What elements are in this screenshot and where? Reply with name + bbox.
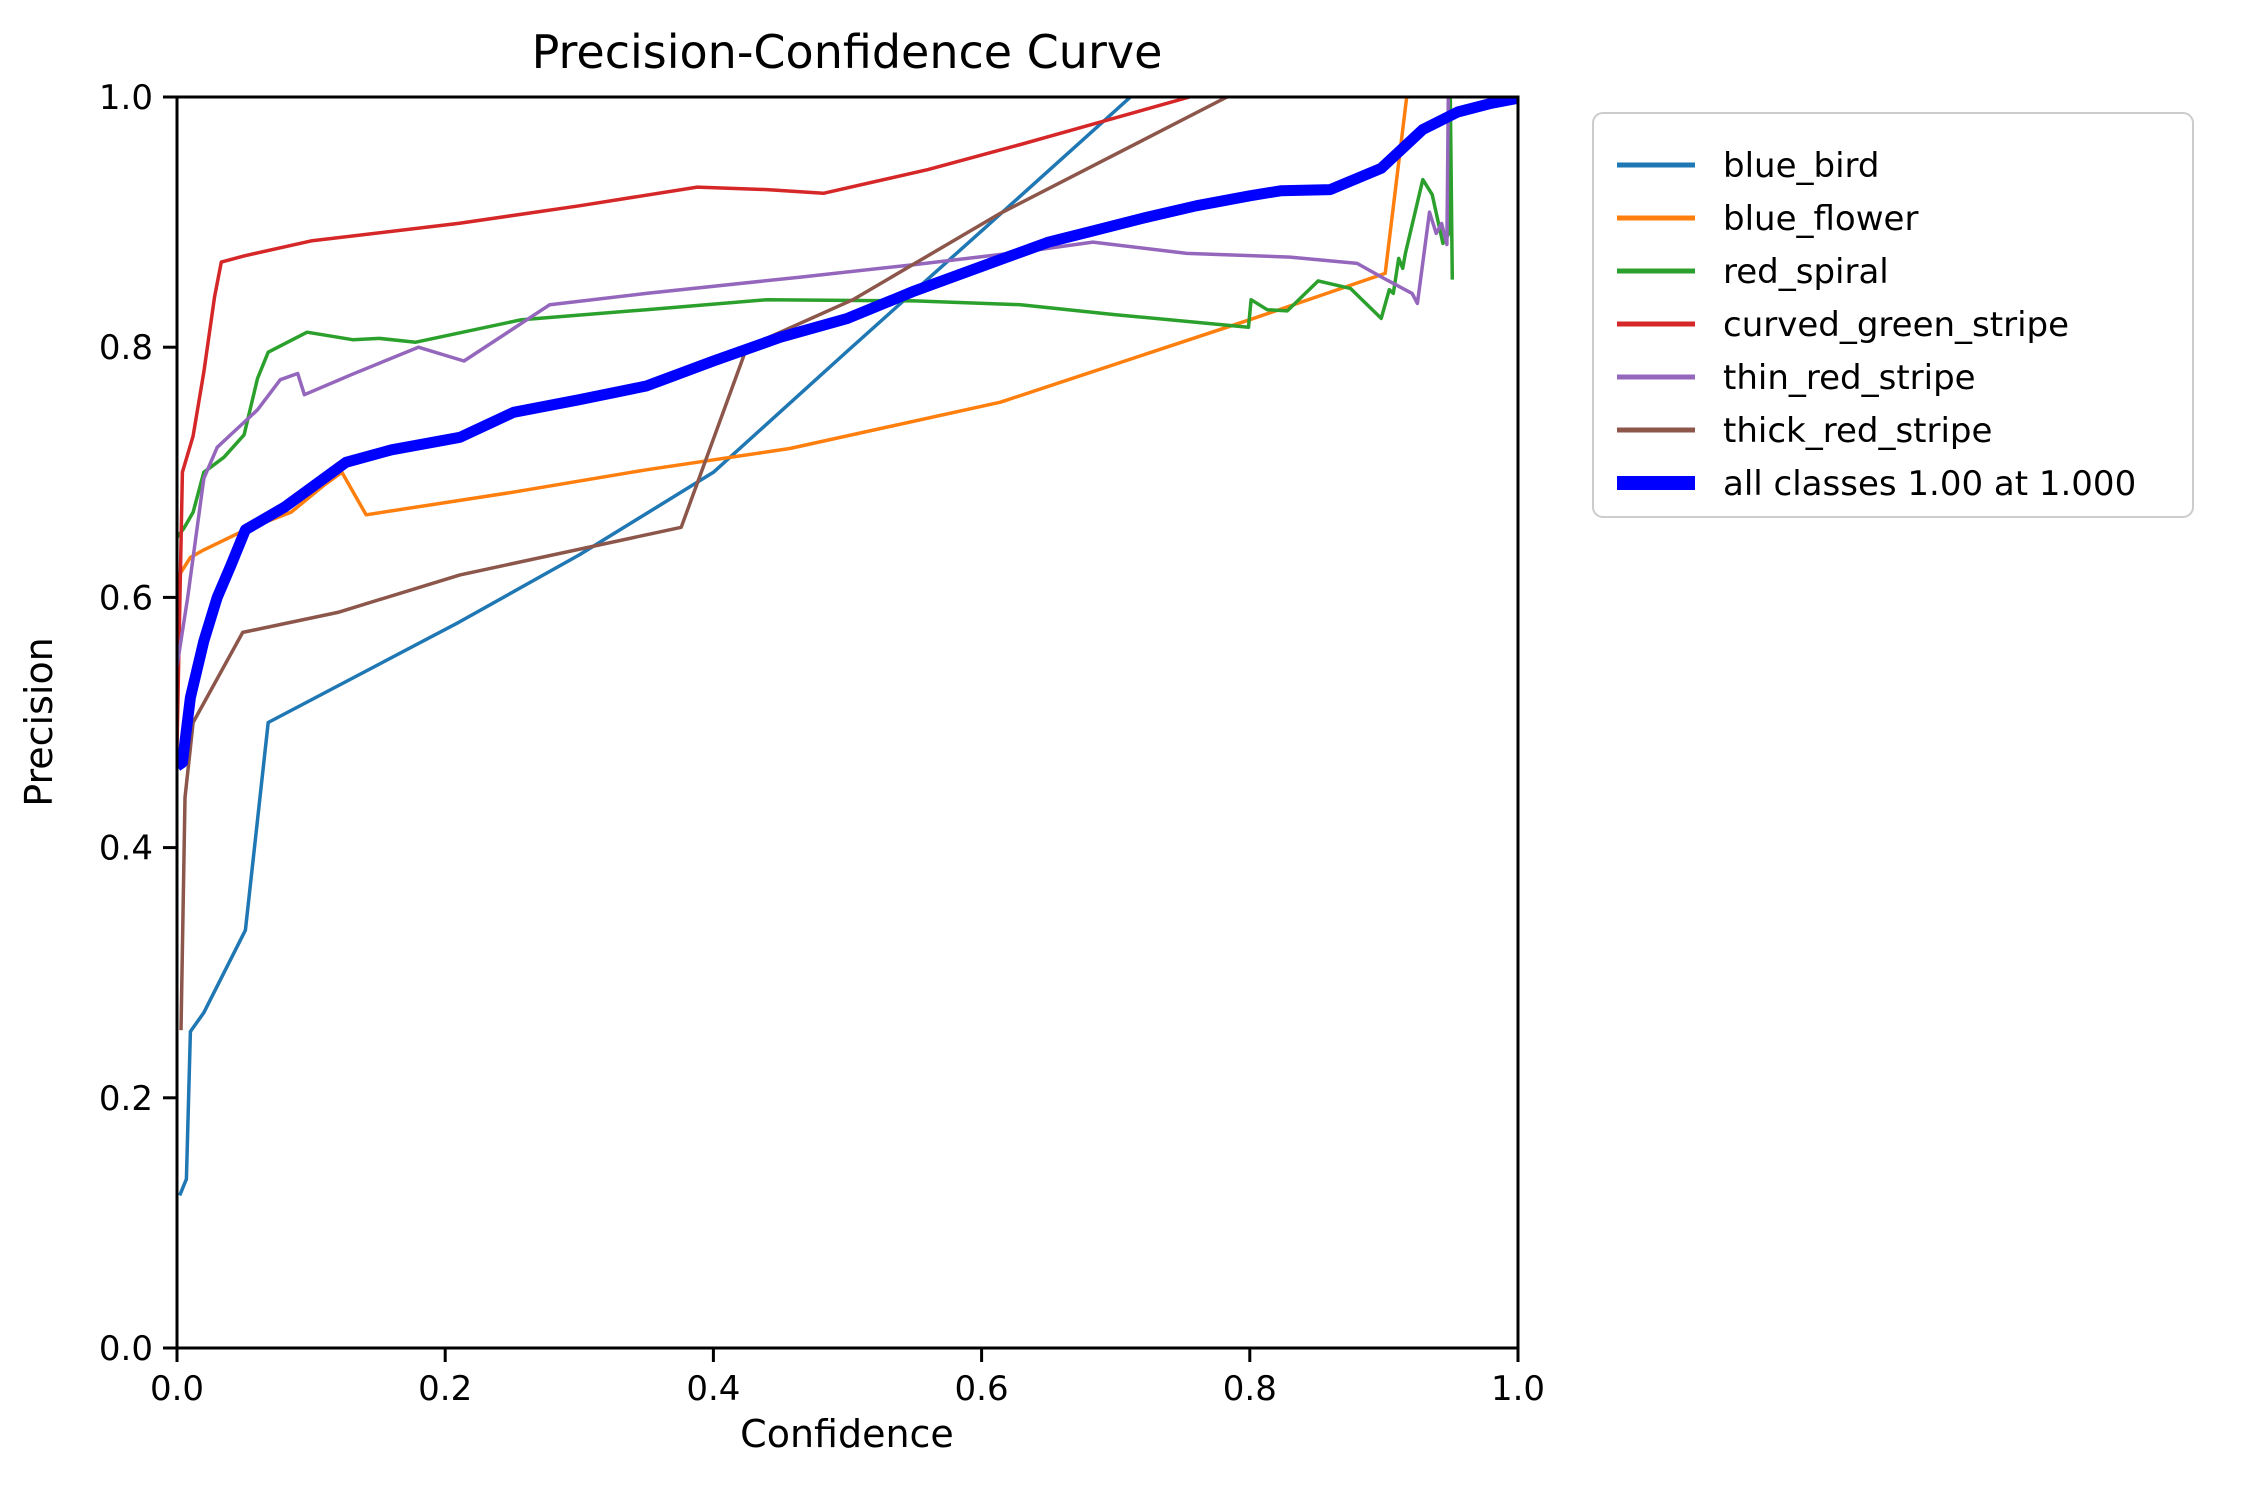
legend-label-thick-red-stripe: thick_red_stripe [1723, 411, 1992, 451]
x-axis-label: Confidence [740, 1412, 954, 1456]
x-tick-label: 0.6 [955, 1369, 1009, 1409]
series-line-all-classes-1-00-at-1-000 [177, 97, 1518, 771]
y-tick-label: 0.2 [99, 1079, 153, 1119]
legend-label-blue-flower: blue_flower [1723, 199, 1918, 239]
legend-box [1592, 112, 2194, 518]
legend-label-all-classes-1-00-at-1-000: all classes 1.00 at 1.000 [1723, 464, 2136, 504]
x-tick-label: 1.0 [1491, 1369, 1545, 1409]
legend: blue_bird blue_flower red_spiral curved_gre… [1592, 112, 2194, 518]
series-line-thin-red-stripe [177, 97, 1451, 667]
y-tick-label: 0.0 [99, 1329, 153, 1369]
legend-label-red-spiral: red_spiral [1723, 252, 1889, 292]
y-tick-label: 1.0 [99, 78, 153, 118]
x-tick-label: 0.8 [1223, 1369, 1277, 1409]
legend-label-blue-bird: blue_bird [1723, 146, 1880, 186]
y-axis: 0.0 0.2 0.4 0.6 0.8 1.0 [99, 78, 177, 1369]
x-tick-label: 0.2 [418, 1369, 472, 1409]
x-axis: 0.0 0.2 0.4 0.6 0.8 1.0 [150, 1348, 1545, 1409]
series-line-blue-flower [177, 97, 1409, 580]
series-line-blue-bird [178, 97, 1132, 1197]
legend-label-curved-green-stripe: curved_green_stripe [1723, 305, 2069, 345]
chart-title: Precision-Confidence Curve [532, 25, 1163, 79]
series-lines [177, 97, 1518, 1197]
x-tick-label: 0.4 [686, 1369, 740, 1409]
series-line-curved-green-stripe [177, 97, 1190, 748]
y-tick-label: 0.8 [99, 328, 153, 368]
x-tick-label: 0.0 [150, 1369, 204, 1409]
series-line-red-spiral [177, 97, 1455, 539]
legend-label-thin-red-stripe: thin_red_stripe [1723, 358, 1976, 398]
y-tick-label: 0.6 [99, 578, 153, 618]
series-line-thick-red-stripe [179, 97, 1228, 1031]
axes-box [175, 95, 1520, 1350]
y-tick-label: 0.4 [99, 829, 153, 869]
y-axis-label: Precision [17, 637, 61, 807]
